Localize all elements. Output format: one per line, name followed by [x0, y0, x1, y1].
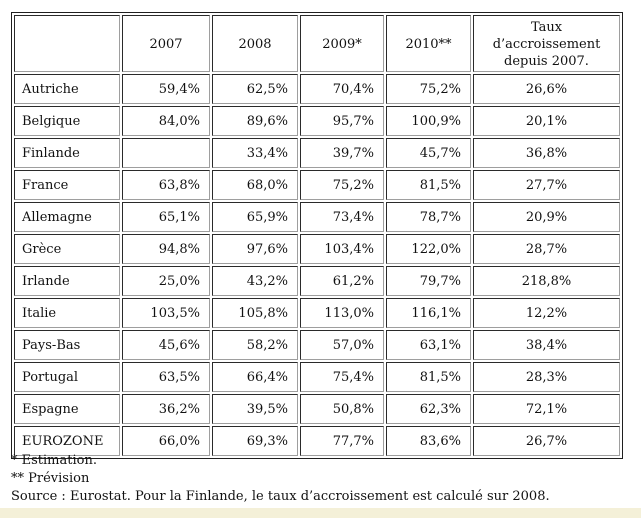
- value-cell-2009: 73,4%: [300, 202, 384, 232]
- col-header-2009: 2009*: [300, 15, 384, 72]
- value-cell-2008: 68,0%: [212, 170, 298, 200]
- value-cell-2007: 103,5%: [122, 298, 210, 328]
- value-cell-2008: 58,2%: [212, 330, 298, 360]
- country-cell: Autriche: [14, 74, 120, 104]
- country-cell: Allemagne: [14, 202, 120, 232]
- value-cell-2010: 75,2%: [386, 74, 471, 104]
- value-cell-2007: 36,2%: [122, 394, 210, 424]
- table-row: Finlande 33,4% 39,7% 45,7% 36,8%: [14, 138, 620, 168]
- value-cell-2010: 83,6%: [386, 426, 471, 456]
- country-cell: France: [14, 170, 120, 200]
- value-cell-2008: 39,5%: [212, 394, 298, 424]
- value-cell-2010: 78,7%: [386, 202, 471, 232]
- table-row: Espagne 36,2% 39,5% 50,8% 62,3% 72,1%: [14, 394, 620, 424]
- table-body: Autriche 59,4% 62,5% 70,4% 75,2% 26,6% B…: [14, 74, 620, 456]
- table-row: Italie 103,5% 105,8% 113,0% 116,1% 12,2%: [14, 298, 620, 328]
- col-header-blank: [14, 15, 120, 72]
- value-cell-2008: 66,4%: [212, 362, 298, 392]
- col-header-2008: 2008: [212, 15, 298, 72]
- growth-rate-cell: 218,8%: [473, 266, 620, 296]
- table-row: France 63,8% 68,0% 75,2% 81,5% 27,7%: [14, 170, 620, 200]
- value-cell-2007: 65,1%: [122, 202, 210, 232]
- value-cell-2008: 43,2%: [212, 266, 298, 296]
- bottom-strip: [0, 508, 641, 518]
- table-row: Belgique 84,0% 89,6% 95,7% 100,9% 20,1%: [14, 106, 620, 136]
- col-header-taux-accroissement: Taux d’accroissement depuis 2007.: [473, 15, 620, 72]
- country-cell: Espagne: [14, 394, 120, 424]
- growth-rate-cell: 38,4%: [473, 330, 620, 360]
- value-cell-2008: 62,5%: [212, 74, 298, 104]
- value-cell-2009: 70,4%: [300, 74, 384, 104]
- value-cell-2010: 62,3%: [386, 394, 471, 424]
- value-cell-2007: 63,5%: [122, 362, 210, 392]
- value-cell-2010: 100,9%: [386, 106, 471, 136]
- footnote-prevision: ** Prévision: [11, 471, 90, 486]
- growth-rate-cell: 20,9%: [473, 202, 620, 232]
- growth-rate-cell: 28,3%: [473, 362, 620, 392]
- footnote-estimation: * Estimation.: [11, 453, 97, 468]
- table-header-row: 2007 2008 2009* 2010** Taux d’accroissem…: [14, 15, 620, 72]
- value-cell-2007: 63,8%: [122, 170, 210, 200]
- value-cell-2008: 89,6%: [212, 106, 298, 136]
- growth-rate-cell: 20,1%: [473, 106, 620, 136]
- growth-rate-cell: 28,7%: [473, 234, 620, 264]
- table-row: EUROZONE 66,0% 69,3% 77,7% 83,6% 26,7%: [14, 426, 620, 456]
- value-cell-2009: 75,2%: [300, 170, 384, 200]
- country-cell: Belgique: [14, 106, 120, 136]
- value-cell-2007: [122, 138, 210, 168]
- table-row: Autriche 59,4% 62,5% 70,4% 75,2% 26,6%: [14, 74, 620, 104]
- value-cell-2008: 97,6%: [212, 234, 298, 264]
- value-cell-2008: 69,3%: [212, 426, 298, 456]
- value-cell-2010: 79,7%: [386, 266, 471, 296]
- value-cell-2010: 122,0%: [386, 234, 471, 264]
- growth-rate-cell: 26,7%: [473, 426, 620, 456]
- value-cell-2009: 57,0%: [300, 330, 384, 360]
- country-cell: Italie: [14, 298, 120, 328]
- value-cell-2010: 116,1%: [386, 298, 471, 328]
- table-row: Pays-Bas 45,6% 58,2% 57,0% 63,1% 38,4%: [14, 330, 620, 360]
- footnote-source: Source : Eurostat. Pour la Finlande, le …: [11, 489, 550, 504]
- table-row: Irlande 25,0% 43,2% 61,2% 79,7% 218,8%: [14, 266, 620, 296]
- col-header-2010: 2010**: [386, 15, 471, 72]
- value-cell-2009: 113,0%: [300, 298, 384, 328]
- value-cell-2009: 61,2%: [300, 266, 384, 296]
- col-header-2007: 2007: [122, 15, 210, 72]
- value-cell-2008: 33,4%: [212, 138, 298, 168]
- value-cell-2008: 105,8%: [212, 298, 298, 328]
- country-cell: Irlande: [14, 266, 120, 296]
- value-cell-2009: 95,7%: [300, 106, 384, 136]
- value-cell-2007: 25,0%: [122, 266, 210, 296]
- value-cell-2007: 84,0%: [122, 106, 210, 136]
- growth-rate-cell: 72,1%: [473, 394, 620, 424]
- value-cell-2010: 81,5%: [386, 170, 471, 200]
- growth-rate-cell: 36,8%: [473, 138, 620, 168]
- value-cell-2007: 94,8%: [122, 234, 210, 264]
- value-cell-2009: 103,4%: [300, 234, 384, 264]
- value-cell-2007: 45,6%: [122, 330, 210, 360]
- value-cell-2010: 45,7%: [386, 138, 471, 168]
- country-cell: Portugal: [14, 362, 120, 392]
- table-row: Portugal 63,5% 66,4% 75,4% 81,5% 28,3%: [14, 362, 620, 392]
- growth-rate-cell: 12,2%: [473, 298, 620, 328]
- value-cell-2007: 66,0%: [122, 426, 210, 456]
- country-cell: Pays-Bas: [14, 330, 120, 360]
- country-cell: Finlande: [14, 138, 120, 168]
- value-cell-2010: 63,1%: [386, 330, 471, 360]
- value-cell-2009: 39,7%: [300, 138, 384, 168]
- value-cell-2010: 81,5%: [386, 362, 471, 392]
- country-cell: Grèce: [14, 234, 120, 264]
- value-cell-2009: 50,8%: [300, 394, 384, 424]
- value-cell-2009: 77,7%: [300, 426, 384, 456]
- country-cell: EUROZONE: [14, 426, 120, 456]
- table-row: Allemagne 65,1% 65,9% 73,4% 78,7% 20,9%: [14, 202, 620, 232]
- data-table: 2007 2008 2009* 2010** Taux d’accroissem…: [11, 12, 623, 459]
- value-cell-2008: 65,9%: [212, 202, 298, 232]
- table-row: Grèce 94,8% 97,6% 103,4% 122,0% 28,7%: [14, 234, 620, 264]
- growth-rate-cell: 26,6%: [473, 74, 620, 104]
- value-cell-2007: 59,4%: [122, 74, 210, 104]
- footnotes: * Estimation. ** Prévision Source : Euro…: [11, 452, 550, 506]
- growth-rate-cell: 27,7%: [473, 170, 620, 200]
- value-cell-2009: 75,4%: [300, 362, 384, 392]
